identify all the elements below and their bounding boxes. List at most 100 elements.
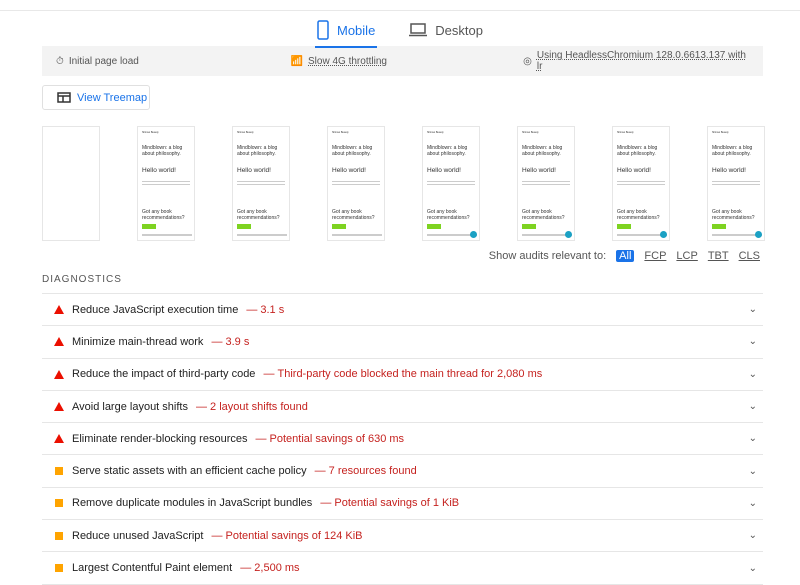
filmstrip-frame: Shinsei Beauty Mindblown: a blog about ph…	[327, 126, 385, 241]
audit-row[interactable]: Reduce unused JavaScript — Potential savi…	[42, 520, 763, 553]
tab-desktop[interactable]: Desktop	[407, 14, 485, 46]
chevron-down-icon[interactable]: ⌄	[748, 336, 757, 348]
frame-paragraph	[237, 181, 285, 185]
divider	[0, 10, 800, 11]
frame-paragraph	[522, 181, 570, 185]
env-browser-text: Using HeadlessChromium 128.0.6613.137 wi…	[536, 50, 746, 72]
audit-value: 7 resources found	[328, 465, 417, 478]
audit-row[interactable]: Serve static assets with an efficient ca…	[42, 455, 763, 488]
tab-mobile[interactable]: Mobile	[315, 14, 378, 48]
tab-label: Desktop	[435, 22, 483, 38]
filter-label: Show audits relevant to:	[488, 250, 607, 262]
filmstrip-frame: Shinsei Beauty Mindblown: a blog about ph…	[422, 126, 480, 241]
frame-button	[237, 224, 251, 229]
audit-value: 3.1 s	[260, 303, 285, 316]
chevron-down-icon[interactable]: ⌄	[748, 433, 757, 445]
frame-hello: Hello world!	[617, 167, 651, 174]
frame-button	[142, 224, 156, 229]
filmstrip-frame: Shinsei Beauty Mindblown: a blog about ph…	[232, 126, 290, 241]
env-browser[interactable]: ◎ Using HeadlessChromium 128.0.6613.137 w…	[523, 50, 749, 72]
chat-badge-icon	[755, 231, 762, 238]
frame-bar	[427, 234, 477, 236]
frame-button	[712, 224, 726, 229]
filter-tbt[interactable]: TBT	[707, 250, 729, 262]
audit-row[interactable]: Reduce JavaScript execution time — 3.1 s ⌄	[42, 294, 763, 327]
audit-title: Reduce the impact of third-party code	[72, 368, 256, 381]
average-square-icon	[52, 531, 66, 540]
audit-title: Reduce unused JavaScript	[72, 529, 204, 542]
audit-value: 2,500 ms	[254, 562, 300, 575]
frame-header: Shinsei Beauty	[522, 131, 539, 134]
frame-bar	[712, 234, 762, 236]
filter-lcp[interactable]: LCP	[676, 250, 698, 262]
audit-title: Largest Contentful Paint element	[72, 562, 233, 575]
frame-paragraph	[332, 181, 380, 185]
chat-badge-icon	[660, 231, 667, 238]
audit-value: 2 layout shifts found	[210, 400, 308, 413]
audit-value: Potential savings of 124 KiB	[225, 529, 363, 542]
section-title: DIAGNOSTICS	[42, 274, 122, 285]
audit-row[interactable]: Largest Contentful Paint element — 2,500 …	[42, 552, 763, 585]
audit-value: Potential savings of 1 KiB	[334, 497, 460, 510]
audit-title: Avoid large layout shifts	[72, 400, 188, 413]
frame-title: Mindblown: a blog about philosophy.	[617, 145, 658, 157]
laptop-icon	[409, 23, 428, 37]
audit-title: Minimize main-thread work	[72, 335, 204, 348]
frame-button	[617, 224, 631, 229]
chevron-down-icon[interactable]: ⌄	[748, 562, 757, 574]
frame-bar	[617, 234, 667, 236]
audit-list: Reduce JavaScript execution time — 3.1 s ⌄…	[42, 293, 763, 585]
fail-triangle-icon	[52, 369, 66, 379]
fail-triangle-icon	[52, 305, 66, 315]
fail-triangle-icon	[52, 402, 66, 412]
frame-hello: Hello world!	[522, 167, 556, 174]
env-throttle-text: Slow 4G throttling	[308, 55, 387, 67]
env-load-text: Initial page load	[68, 55, 139, 67]
frame-cta: Got any book recommendations?	[142, 209, 185, 221]
filter-all[interactable]: All	[616, 250, 635, 262]
frame-button	[427, 224, 441, 229]
fail-triangle-icon	[52, 337, 66, 347]
wifi-icon: 📶	[290, 55, 304, 67]
audit-value: Potential savings of 630 ms	[269, 432, 405, 445]
frame-cta: Got any book recommendations?	[617, 209, 660, 221]
frame-header: Shinsei Beauty	[427, 131, 444, 134]
frame-title: Mindblown: a blog about philosophy.	[237, 145, 278, 157]
frame-title: Mindblown: a blog about philosophy.	[522, 145, 563, 157]
audit-row[interactable]: Eliminate render-blocking resources — Pot…	[42, 423, 763, 456]
frame-button	[522, 224, 536, 229]
frame-paragraph	[427, 181, 475, 185]
chevron-down-icon[interactable]: ⌄	[748, 368, 757, 380]
device-tabs: Mobile Desktop	[0, 14, 800, 48]
filter-fcp[interactable]: FCP	[644, 250, 667, 262]
chevron-down-icon[interactable]: ⌄	[748, 465, 757, 477]
view-treemap-button[interactable]: View Treemap	[42, 85, 150, 110]
tab-label: Mobile	[337, 22, 376, 38]
chevron-down-icon[interactable]: ⌄	[748, 304, 757, 316]
chat-badge-icon	[565, 231, 572, 238]
average-square-icon	[52, 564, 66, 573]
chevron-down-icon[interactable]: ⌄	[748, 401, 757, 413]
filter-cls[interactable]: CLS	[738, 250, 760, 262]
frame-button	[332, 224, 346, 229]
audit-row[interactable]: Remove duplicate modules in JavaScript b…	[42, 488, 763, 521]
audit-title: Serve static assets with an efficient ca…	[72, 465, 307, 478]
frame-hello: Hello world!	[712, 167, 746, 174]
frame-cta: Got any book recommendations?	[332, 209, 375, 221]
frame-header: Shinsei Beauty	[142, 131, 159, 134]
audit-row[interactable]: Avoid large layout shifts — 2 layout shif…	[42, 391, 763, 424]
env-load: ⏱ Initial page load	[56, 56, 291, 67]
frame-title: Mindblown: a blog about philosophy.	[332, 145, 373, 157]
env-throttle[interactable]: 📶 Slow 4G throttling	[291, 56, 524, 67]
audit-row[interactable]: Reduce the impact of third-party code — T…	[42, 359, 763, 391]
audit-filter: Show audits relevant to: All FCP LCP TBT…	[489, 250, 760, 262]
audit-value: 3.9 s	[225, 335, 250, 348]
stopwatch-icon: ⏱	[56, 55, 64, 67]
chevron-down-icon[interactable]: ⌄	[748, 497, 757, 509]
frame-hello: Hello world!	[427, 167, 461, 174]
chevron-down-icon[interactable]: ⌄	[748, 530, 757, 542]
frame-hello: Hello world!	[237, 167, 271, 174]
treemap-label: View Treemap	[77, 91, 148, 104]
audit-row[interactable]: Minimize main-thread work — 3.9 s ⌄	[42, 326, 763, 359]
phone-icon	[317, 20, 329, 40]
